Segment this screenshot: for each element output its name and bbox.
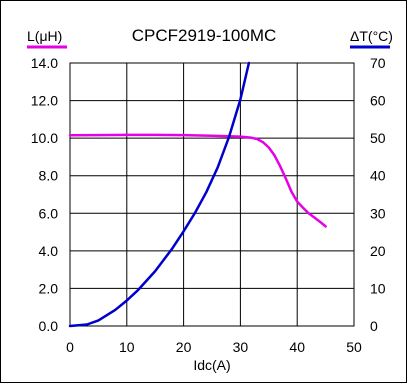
left-tick-label: 4.0 [39,243,59,259]
x-tick-label: 50 [346,339,362,355]
x-tick-label: 10 [119,339,135,355]
left-tick-label: 2.0 [39,280,59,296]
inductance-line [68,133,327,228]
right-tick-label: 50 [370,130,386,146]
tick-labels: 0 10 20 30 40 50 0.0 2.0 4.0 6.0 8.0 10.0 12.0 14.0 0 1… [31,55,386,355]
x-tick-label: 40 [289,339,305,355]
right-tick-label: 30 [370,205,386,221]
grid [70,63,354,326]
x-axis-label: Idc(A) [193,357,230,373]
right-tick-label: 20 [370,243,386,259]
series-group [68,61,327,328]
right-tick-label: 0 [370,318,378,334]
left-tick-label: 10.0 [31,130,58,146]
right-tick-label: 70 [370,55,386,71]
x-tick-label: 20 [176,339,192,355]
plot-area [69,62,355,327]
x-tick-label: 0 [66,339,74,355]
temperature-rise-line [68,61,251,328]
left-tick-label: 14.0 [31,55,58,71]
right-tick-label: 60 [370,93,386,109]
left-tick-label: 0.0 [39,318,59,334]
left-tick-label: 6.0 [39,205,59,221]
left-tick-label: 12.0 [31,93,58,109]
right-axis-label: ΔT(°C) [350,28,393,44]
x-tick-label: 30 [233,339,249,355]
right-tick-label: 10 [370,280,386,296]
chart-title: CPCF2919-100MC [132,26,277,45]
left-tick-label: 8.0 [39,168,59,184]
right-tick-label: 40 [370,168,386,184]
left-axis-label: L(μH) [27,28,62,44]
